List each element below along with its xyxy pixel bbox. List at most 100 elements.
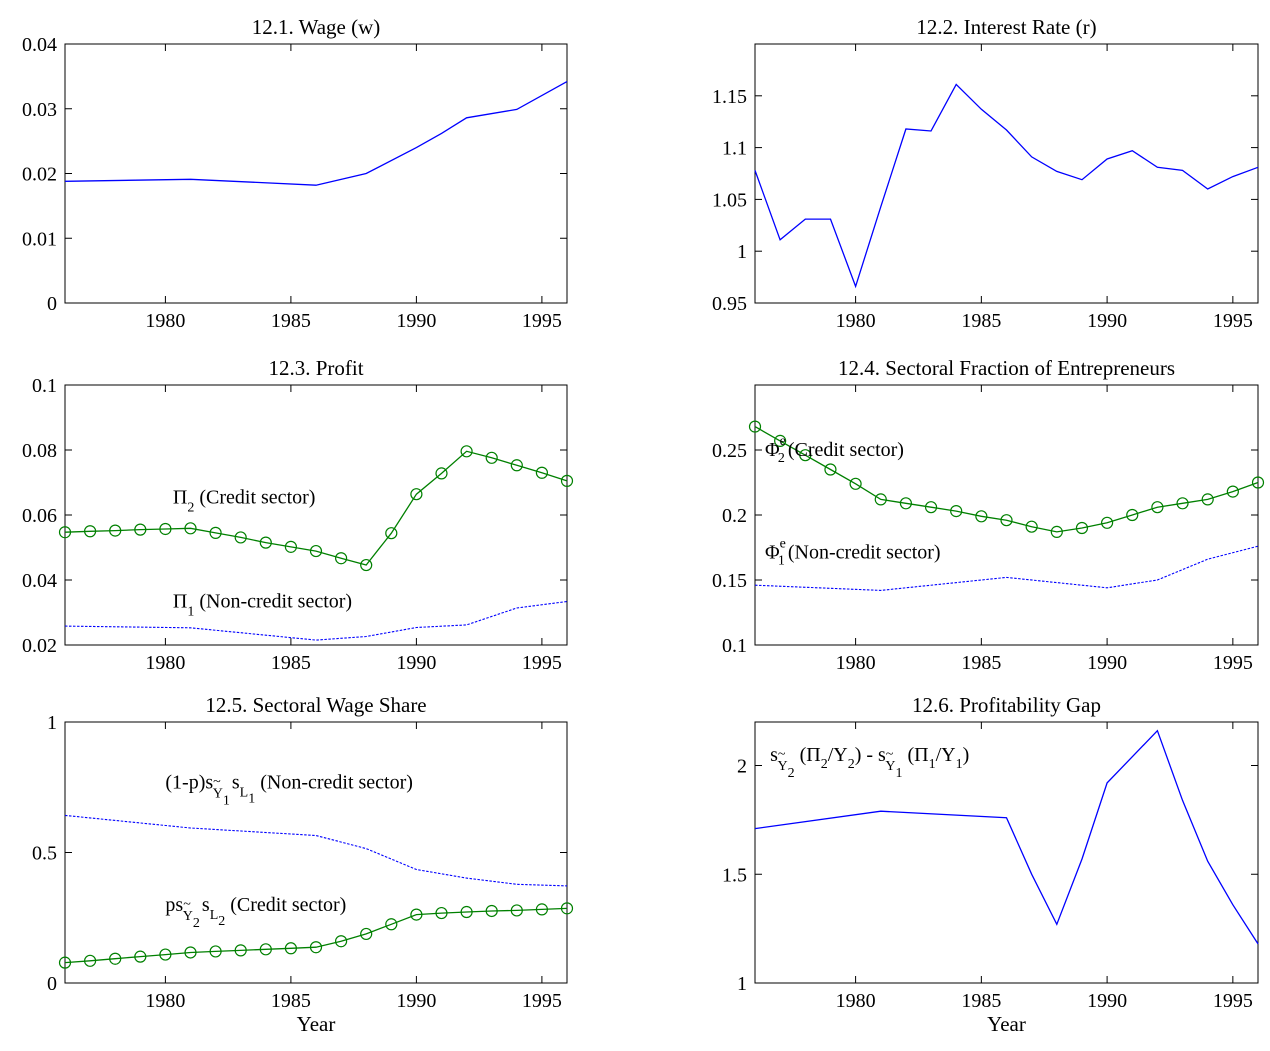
data-point (159, 948, 172, 961)
data-point (109, 952, 122, 965)
series-line (64, 81, 568, 186)
series-annotation: Π1 (Non-credit sector) (173, 591, 352, 620)
data-point (460, 445, 473, 458)
chart-title: 12.1. Wage (w) (252, 15, 381, 39)
x-tick-label: 1995 (1213, 652, 1253, 674)
panel-p4: 12.4. Sectoral Fraction of Entrepreneurs… (712, 356, 1265, 674)
series-line (754, 729, 1259, 945)
y-tick-label: 1.05 (712, 189, 747, 211)
data-point (435, 467, 448, 480)
data-point (1151, 501, 1164, 514)
series-line (754, 426, 1259, 533)
series-annotation: Π2 (Credit sector) (173, 487, 316, 516)
data-point (924, 501, 938, 514)
series-annotation: s~ Y2 (Π2/Y2) - s~ Y1 (Π1/Y1) (770, 744, 969, 781)
data-point (1251, 476, 1265, 489)
y-tick-label: 0.08 (22, 440, 57, 462)
data-point (234, 531, 247, 544)
chart-title: 12.2. Interest Rate (r) (916, 15, 1096, 39)
data-point (510, 459, 523, 472)
y-tick-label: 0.04 (22, 570, 57, 592)
y-tick-label: 0 (47, 973, 57, 995)
y-tick-label: 0.2 (722, 505, 747, 527)
panel-p6: 12.6. Profitability Gap 1980 1985 1990 1995 1… (722, 693, 1259, 1036)
data-point (109, 524, 122, 537)
x-tick-label: 1990 (1087, 310, 1127, 332)
series-line (64, 450, 568, 566)
data-point (1075, 521, 1089, 535)
series-annotation: (1-p)s~ Y1sL1 (Non-credit sector) (165, 772, 413, 809)
data-point (485, 451, 498, 464)
data-point (284, 540, 297, 553)
x-tick-label: 1980 (836, 990, 876, 1012)
data-point (774, 434, 787, 447)
x-tick-label: 1980 (836, 652, 876, 674)
data-point (560, 474, 574, 487)
data-point (799, 449, 812, 462)
y-tick-label: 1.15 (712, 86, 747, 108)
series-annotation: ps~ Y2sL2 (Credit sector) (165, 894, 346, 931)
data-point (1226, 485, 1239, 498)
x-tick-label: 1985 (271, 310, 311, 332)
data-point (159, 522, 172, 536)
data-point (134, 950, 147, 963)
series-line (754, 83, 1259, 289)
x-tick-label: 1985 (961, 652, 1001, 674)
data-point (975, 510, 988, 523)
y-tick-label: 1.1 (722, 138, 747, 160)
data-point (435, 906, 448, 920)
data-point (184, 522, 197, 535)
series-annotation: Φe 1 (Non-credit sector) (765, 537, 941, 569)
x-tick-label: 1985 (271, 990, 311, 1012)
x-tick-label: 1990 (396, 652, 436, 674)
axes-frame (754, 721, 1259, 984)
data-point (360, 558, 373, 572)
x-tick-label: 1995 (522, 310, 562, 332)
y-tick-label: 2 (737, 756, 747, 778)
data-point (259, 943, 272, 956)
y-tick-label: 0.5 (32, 843, 57, 865)
y-tick-label: 0.04 (22, 34, 57, 56)
x-tick-label: 1995 (1213, 310, 1253, 332)
data-point (83, 954, 97, 967)
data-point (560, 902, 574, 915)
y-tick-label: 0 (47, 293, 57, 315)
y-tick-label: 1 (737, 241, 747, 263)
data-point (234, 944, 247, 957)
data-point (1126, 508, 1139, 522)
y-tick-label: 0.01 (22, 228, 57, 250)
data-point (58, 956, 72, 969)
data-point (410, 908, 423, 921)
x-tick-label: 1980 (145, 990, 185, 1012)
chart-title: 12.4. Sectoral Fraction of Entrepreneurs (838, 356, 1175, 380)
y-tick-label: 0.1 (722, 635, 747, 657)
axes-frame (64, 721, 568, 984)
data-point (748, 420, 762, 433)
data-point (385, 527, 398, 540)
data-point (1025, 520, 1038, 533)
data-point (1000, 514, 1013, 527)
data-point (309, 941, 323, 954)
y-tick-label: 0.02 (22, 164, 57, 186)
data-point (485, 904, 498, 918)
data-point (134, 523, 147, 536)
x-axis-label: Year (987, 1012, 1026, 1036)
x-tick-label: 1995 (1213, 990, 1253, 1012)
data-point (83, 525, 97, 538)
data-point (360, 927, 373, 941)
x-tick-label: 1980 (145, 652, 185, 674)
x-tick-label: 1995 (522, 990, 562, 1012)
data-point (284, 942, 297, 955)
data-point (1201, 493, 1214, 506)
y-tick-label: 1 (737, 973, 747, 995)
data-point (824, 463, 837, 476)
data-point (335, 552, 348, 565)
axes-frame (754, 43, 1259, 304)
data-point (899, 497, 913, 510)
y-tick-label: 1.5 (722, 864, 747, 886)
x-tick-label: 1985 (961, 990, 1001, 1012)
series-line (754, 545, 1259, 591)
data-point (209, 526, 222, 539)
data-point (385, 918, 398, 931)
